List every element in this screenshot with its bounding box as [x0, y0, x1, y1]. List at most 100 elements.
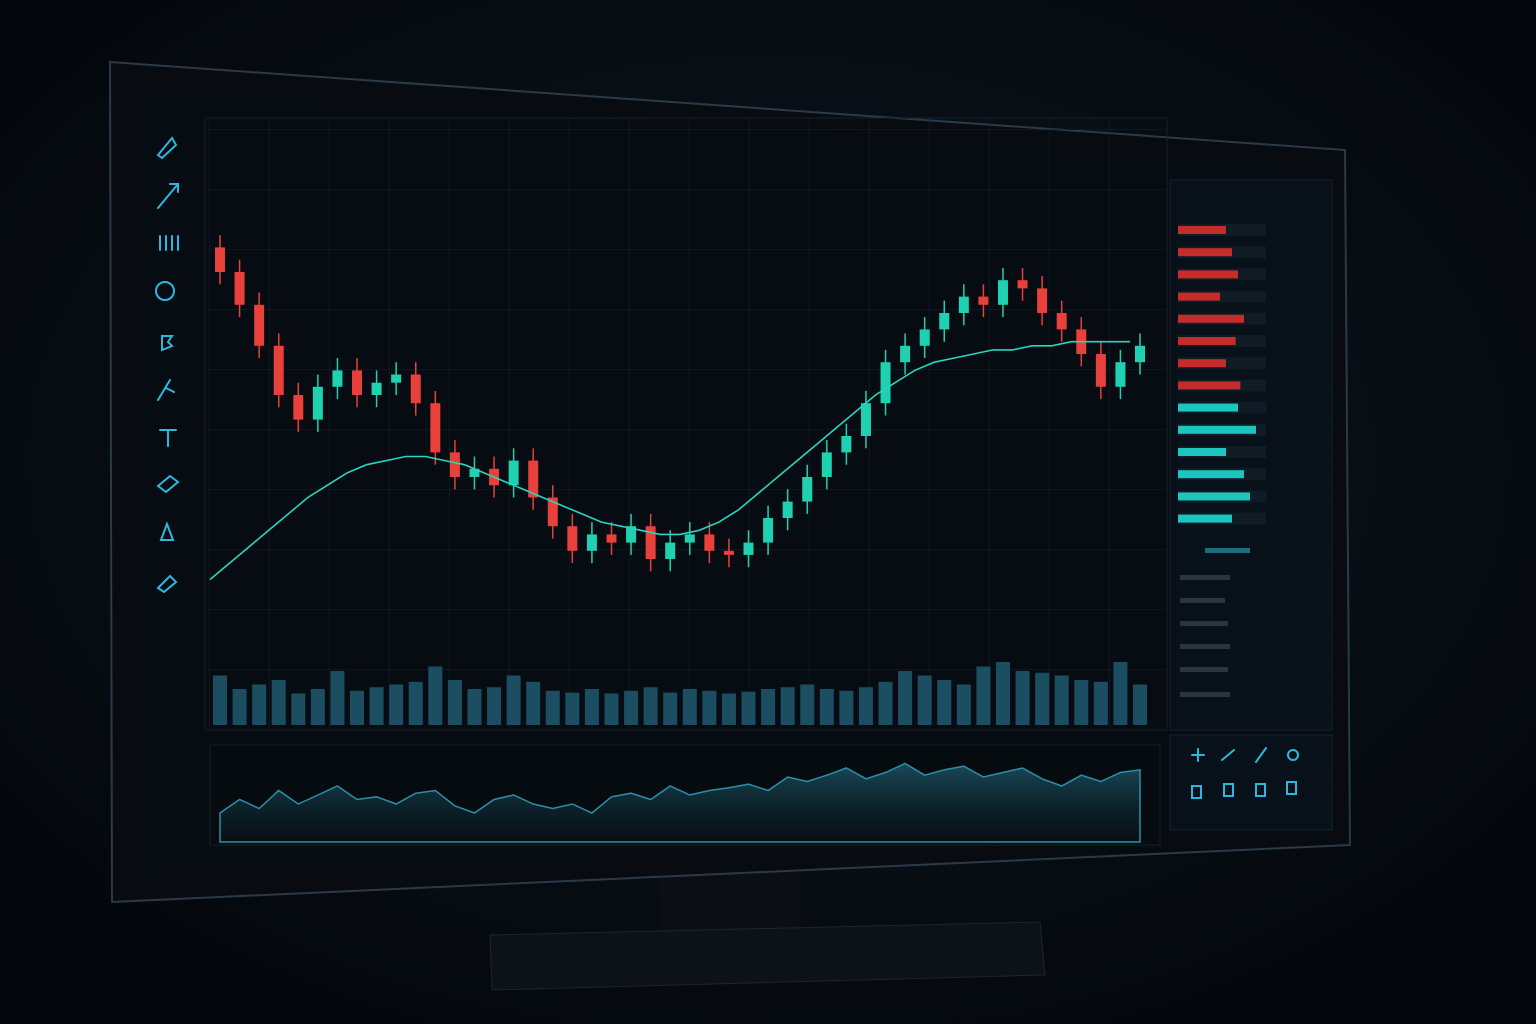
candle-body	[900, 345, 911, 363]
volume-bar	[565, 692, 580, 725]
icon[interactable]	[1191, 748, 1205, 762]
volume-bar	[467, 689, 482, 725]
candle-body	[352, 370, 363, 395]
icon[interactable]	[1223, 783, 1234, 797]
icon[interactable]	[1287, 749, 1299, 761]
volume-bar	[1093, 681, 1108, 725]
candle-body	[430, 403, 441, 453]
candle-body	[234, 272, 245, 305]
volume-bar	[1074, 680, 1089, 725]
volume-bar	[741, 691, 756, 725]
volume-bar	[389, 684, 404, 725]
volume-bar	[721, 693, 736, 725]
candle-body	[1095, 354, 1106, 387]
candle-body	[743, 542, 754, 555]
volume-bar	[1015, 671, 1030, 725]
volume-bar	[780, 687, 795, 725]
volume-bar	[956, 684, 971, 725]
depth-bar	[1178, 337, 1236, 345]
candle-body	[665, 542, 676, 559]
candle-body	[1056, 313, 1067, 330]
icon[interactable]	[1221, 749, 1235, 761]
tool-pencil[interactable]	[156, 136, 178, 160]
volume-bar	[369, 687, 384, 725]
candle-body	[1115, 362, 1126, 387]
candle-body	[860, 403, 871, 436]
depth-bar	[1178, 359, 1226, 368]
candle-body	[528, 460, 539, 498]
candle-body	[586, 534, 597, 551]
candle-body	[449, 452, 460, 477]
tool-triangle[interactable]	[159, 521, 175, 541]
volume-bar	[310, 689, 325, 725]
candle-body	[841, 436, 852, 453]
depth-bar	[1178, 514, 1232, 523]
candle-body	[880, 362, 891, 404]
candle-body	[997, 280, 1008, 305]
candle-body	[312, 386, 323, 420]
candle-body	[978, 296, 989, 305]
candle-body	[410, 374, 421, 404]
tool-text[interactable]	[159, 429, 177, 447]
volume-bar	[213, 675, 227, 725]
candle-body	[332, 370, 343, 387]
candle-body	[547, 497, 558, 527]
candle-body	[939, 313, 950, 330]
tool-eraser[interactable]	[156, 474, 180, 494]
depth-bar	[1178, 470, 1244, 479]
candle-body	[254, 304, 265, 346]
candle-body	[606, 534, 617, 543]
volume-bar	[232, 689, 247, 725]
volume-bar	[1054, 675, 1069, 725]
icon[interactable]	[1255, 783, 1266, 797]
volume-bar	[447, 680, 462, 725]
icon[interactable]	[1286, 781, 1297, 795]
volume-bar	[917, 675, 932, 725]
candle-body	[1037, 288, 1048, 313]
volume-bar	[408, 681, 423, 725]
candle-body	[821, 452, 832, 477]
volume-bar	[330, 671, 345, 725]
volume-bar	[682, 689, 697, 725]
volume-bar	[584, 689, 599, 725]
candle-body	[782, 501, 793, 518]
candle-body	[469, 468, 480, 477]
tool-brush[interactable]	[157, 379, 175, 401]
depth-bar	[1178, 314, 1244, 323]
volume-bar	[643, 687, 658, 725]
icon[interactable]	[1255, 747, 1267, 763]
volume-bar	[271, 680, 286, 725]
tool-ruler[interactable]	[156, 574, 178, 594]
candle-body	[371, 382, 382, 395]
volume-bar	[761, 689, 776, 725]
tool-shape[interactable]	[155, 281, 175, 301]
volume-bar	[291, 693, 306, 725]
candle-body	[508, 460, 519, 486]
depth-bar	[1178, 248, 1232, 257]
tool-bars[interactable]	[159, 235, 179, 251]
candle-body	[684, 534, 695, 543]
depth-bar	[1178, 381, 1241, 390]
depth-bar	[1178, 448, 1226, 456]
candle-body	[567, 526, 578, 551]
candle-body	[919, 329, 930, 346]
volume-bar	[487, 687, 502, 725]
candle-body	[391, 374, 402, 383]
toolbar	[155, 136, 180, 594]
volume-bar	[1133, 684, 1147, 725]
volume-bar	[663, 692, 678, 725]
oscillator-area	[219, 762, 1141, 843]
tool-arrow[interactable]	[157, 183, 179, 209]
volume-bar	[506, 675, 521, 725]
candle-body	[626, 526, 637, 543]
depth-bar	[1178, 492, 1250, 501]
icon[interactable]	[1191, 785, 1202, 799]
volume-bar	[878, 681, 893, 725]
volume-bar	[604, 693, 619, 725]
tool-flag[interactable]	[161, 335, 174, 352]
volume-bar	[858, 687, 873, 725]
depth-bar	[1178, 226, 1226, 234]
volume-bar	[545, 690, 560, 725]
volume-bar	[1113, 662, 1128, 725]
